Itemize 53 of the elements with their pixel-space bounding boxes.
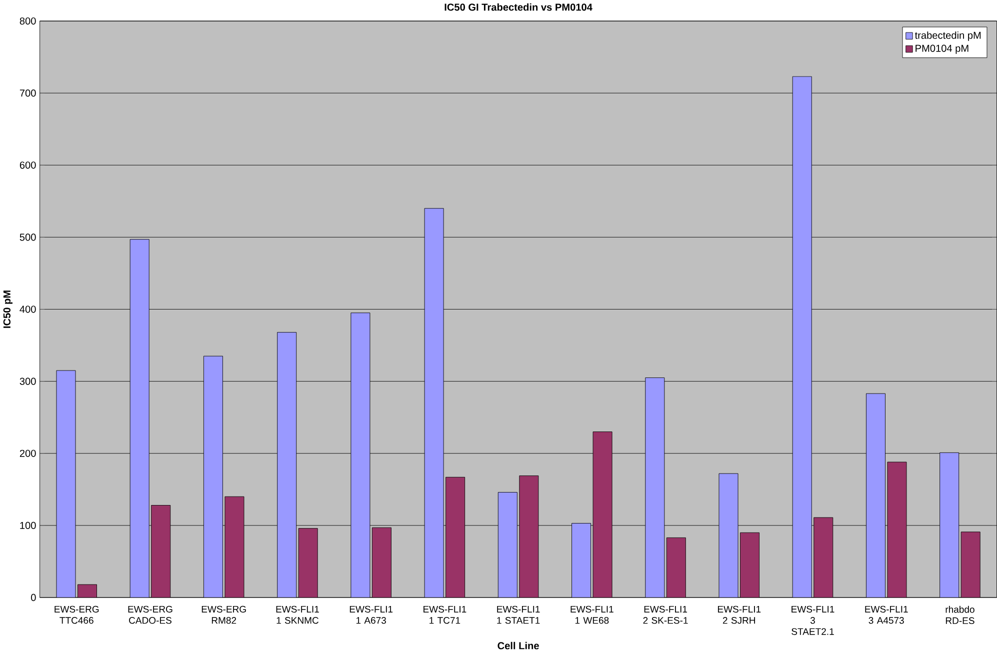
y-tick-label: 0 xyxy=(31,594,36,602)
x-tick-label: rhabdo RD-ES xyxy=(946,606,974,624)
bar xyxy=(519,476,539,598)
x-tick-label: EWS-FLI1 1 WE68 xyxy=(570,606,614,624)
legend-label: PM0104 pM xyxy=(916,44,968,54)
x-tick-label: EWS-FLI1 1 STAET1 xyxy=(497,606,540,624)
bar xyxy=(298,528,318,598)
y-tick-label: 200 xyxy=(20,450,36,458)
chart-title: IC50 GI Trabectedin vs PM0104 xyxy=(444,4,592,11)
y-tick-label: 100 xyxy=(20,522,36,530)
bar xyxy=(866,394,886,598)
y-tick-label: 500 xyxy=(20,234,36,241)
bar xyxy=(350,312,370,598)
bar xyxy=(814,517,834,598)
bar xyxy=(718,474,738,598)
x-tick-label: EWS-FLI1 3 A4573 xyxy=(865,606,908,624)
bar xyxy=(446,477,466,598)
x-axis-title: Cell Line xyxy=(498,642,539,650)
bar xyxy=(130,239,150,598)
bar xyxy=(78,584,97,598)
bar xyxy=(666,538,686,598)
y-tick-label: 700 xyxy=(20,90,36,97)
x-tick-label: EWS-FLI1 2 SJRH xyxy=(718,606,761,624)
bar xyxy=(151,505,171,598)
y-tick-label: 300 xyxy=(20,378,36,386)
bar xyxy=(960,532,980,598)
bar xyxy=(645,378,665,598)
bar xyxy=(372,528,392,598)
x-tick-label: EWS-FLI1 2 SK-ES-1 xyxy=(643,606,688,624)
bar xyxy=(277,332,297,598)
y-axis-title: IC50 pM xyxy=(3,290,12,328)
bar xyxy=(740,532,760,598)
x-tick-label: EWS-FLI1 1 SKNMC xyxy=(276,606,319,624)
x-tick-label: EWS-ERG RM82 xyxy=(202,606,246,624)
x-tick-label: EWS-FLI1 3 STAET2.1 xyxy=(792,606,834,636)
bar xyxy=(424,208,444,598)
bar xyxy=(203,356,223,598)
x-tick-label: EWS-FLI1 1 TC71 xyxy=(424,606,466,624)
x-tick-label: EWS-ERG TTC466 xyxy=(54,606,99,624)
y-tick-label: 800 xyxy=(20,18,36,25)
y-tick-label: 600 xyxy=(20,162,36,169)
bar xyxy=(592,432,612,598)
bar xyxy=(792,76,812,598)
bar xyxy=(887,462,907,598)
bar xyxy=(56,370,76,598)
legend-label: trabectedin pM xyxy=(914,32,981,42)
bar xyxy=(940,452,960,598)
bar xyxy=(498,492,518,598)
y-tick-label: 400 xyxy=(20,306,36,313)
x-tick-label: EWS-FLI1 1 A673 xyxy=(350,606,393,624)
bar xyxy=(572,523,592,598)
x-tick-label: EWS-ERG CADO-ES xyxy=(128,606,172,624)
bar xyxy=(224,496,244,598)
